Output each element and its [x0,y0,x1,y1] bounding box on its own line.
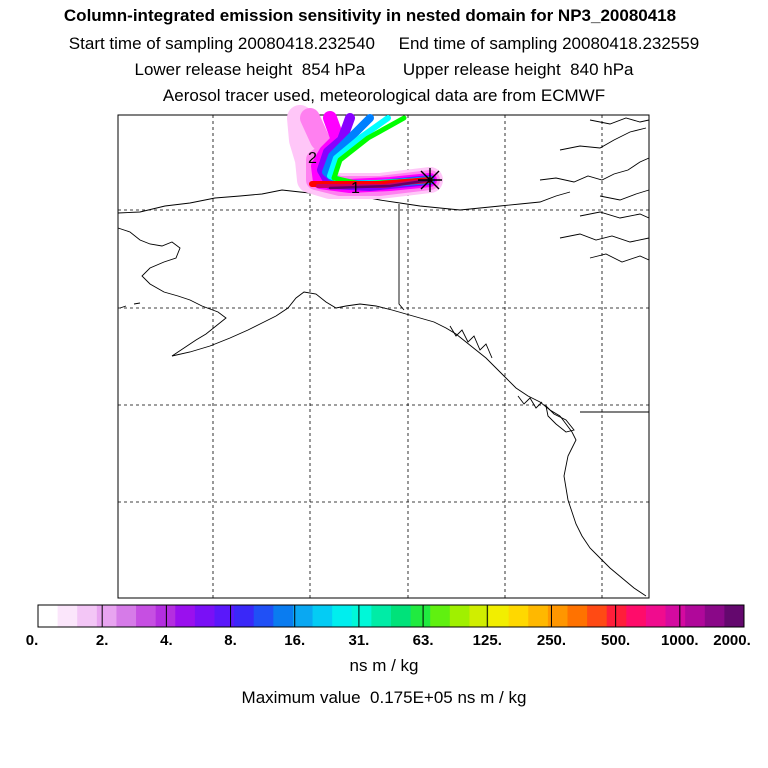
sampling-time-line: Start time of sampling 20080418.232540 E… [68,34,700,53]
colorbar-swatch [214,605,235,627]
colorbar-swatch [587,605,608,627]
colorbar-swatch [292,605,314,627]
colorbar-swatch [724,605,745,627]
colorbar-swatch [332,605,353,627]
release-height-line: Lower release height 854 hPa Upper relea… [134,60,634,79]
borders [398,204,649,413]
colorbar-swatches [38,605,745,627]
colorbar-tick-label: 2. [95,632,109,649]
colorbar-tick-label: 1000. [661,632,699,649]
colorbar-swatch [136,605,157,627]
sensitivity-plume [287,105,443,199]
colorbar-swatch [626,605,647,627]
colorbar-tick-label: 2000. [713,632,751,649]
receptor-asterisk-icon [418,168,442,192]
day-label-1: 1 [351,180,360,197]
plot-title: Column-integrated emission sensitivity i… [63,6,677,25]
maximum-value-text: Maximum value 0.175E+05 ns m / kg [241,688,527,707]
colorbar-tick-label: 8. [224,632,237,649]
colorbar-swatch [351,605,372,627]
colorbar-tick-label: 500. [601,632,631,649]
colorbar-swatch [155,605,176,627]
colorbar-tick-label: 0. [25,632,39,649]
colorbar-swatch [567,605,588,627]
tracer-info-line: Aerosol tracer used, meteorological data… [162,86,606,105]
colorbar-swatch [469,605,490,627]
colorbar-swatch [96,605,117,627]
colorbar-tick-label: 16. [284,632,306,649]
colorbar-swatch [273,605,294,627]
colorbar-tick-label: 4. [160,632,173,649]
colorbar-swatch [528,605,549,627]
colorbar-swatch [430,605,451,627]
colorbar-swatch [391,605,412,627]
colorbar-swatch [606,605,627,627]
colorbar-swatch [410,605,431,627]
colorbar-swatch [312,605,333,627]
colorbar-swatch [547,605,568,627]
colorbar-swatch [57,605,78,627]
colorbar-swatch [77,605,98,627]
day-label-2: 2 [308,150,317,167]
colorbar-tick-label: 250. [536,632,567,649]
colorbar-swatch [704,605,725,627]
colorbar-swatch [665,605,686,627]
colorbar-tick-label: 125. [472,632,502,649]
emission-sensitivity-map: 1 2 [117,105,650,599]
colorbar-swatch [508,605,529,627]
colorbar-swatch [253,605,274,627]
colorbar-unit: ns m / kg [349,656,419,675]
colorbar-swatch [489,605,510,627]
colorbar-swatch [194,605,215,627]
colorbar-tick-label: 63. [412,632,434,649]
colorbar-tick-label: 31. [348,632,370,649]
colorbar-tick-marks [37,605,745,627]
colorbar-swatch [685,605,706,627]
colorbar-swatch [116,605,137,627]
colorbar-swatch [449,605,470,627]
colorbar-swatch [38,605,59,627]
colorbar [37,604,745,628]
colorbar-swatch [371,605,392,627]
colorbar-swatch [234,605,255,627]
colorbar-swatch [175,605,196,627]
colorbar-swatch [645,605,667,627]
